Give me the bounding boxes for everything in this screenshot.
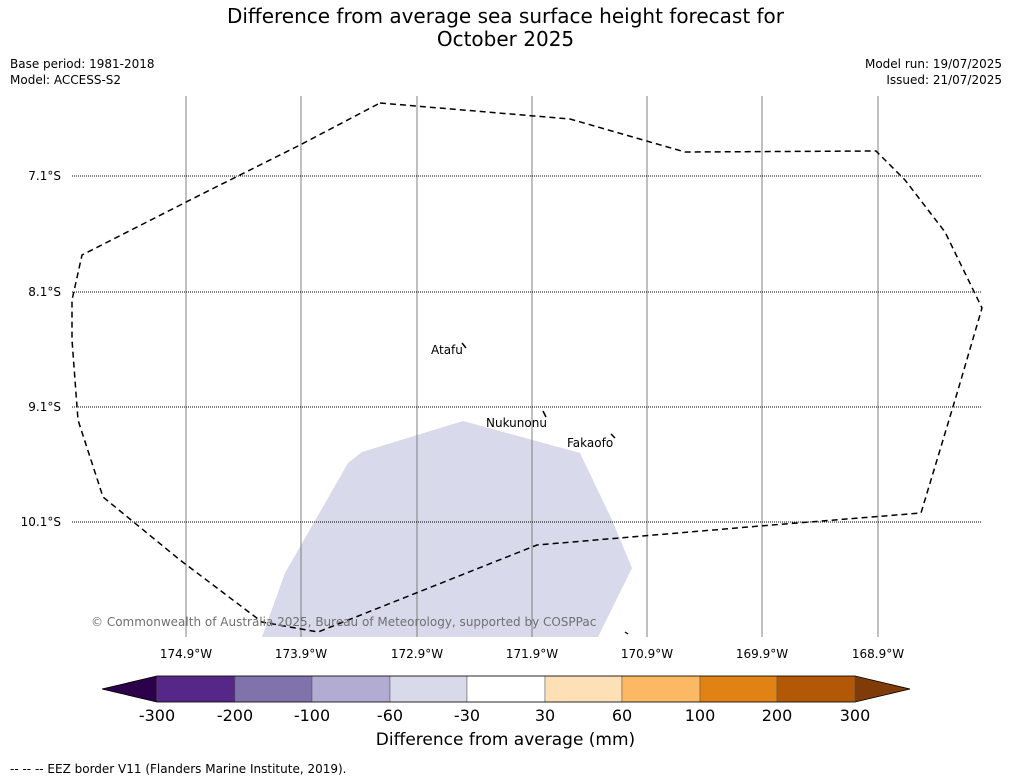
- colorbar-tick-label: 300: [840, 706, 871, 725]
- colorbar-segment: [466, 675, 546, 703]
- title-line-1: Difference from average sea surface heig…: [226, 4, 785, 28]
- atafu-island-mark: [461, 342, 467, 349]
- lat-tick-label: 9.1°S: [28, 400, 61, 414]
- place-label-atafu: Atafu: [431, 343, 463, 357]
- colorbar-tick-label: -200: [217, 706, 253, 725]
- colorbar: [101, 675, 911, 703]
- lon-tick-label: 169.9°W: [736, 647, 788, 661]
- colorbar-tick-label: 60: [612, 706, 632, 725]
- colorbar-tick-label: -300: [139, 706, 175, 725]
- colorbar-segment: [699, 675, 778, 703]
- colorbar-tick-label: 100: [685, 706, 716, 725]
- eez-border: [71, 102, 983, 633]
- place-label-nukunonu: Nukunonu: [486, 416, 547, 430]
- colorbar-outline: [101, 675, 911, 703]
- colorbar-tick-label: 30: [535, 706, 555, 725]
- lat-tick-label: 10.1°S: [21, 515, 61, 529]
- title-line-2: October 2025: [436, 27, 575, 51]
- colorbar-tick-label: 200: [762, 706, 793, 725]
- model-name: Model: ACCESS-S2: [10, 73, 122, 87]
- colorbar-tick-label: -60: [377, 706, 403, 725]
- colorbar-low-extend: [101, 675, 158, 703]
- lon-tick-label: 172.9°W: [391, 647, 443, 661]
- small-island-mark: [624, 631, 629, 635]
- lon-tick-label: 168.9°W: [852, 647, 904, 661]
- anomaly-region: [262, 421, 632, 637]
- base-period: Base period: 1981-2018: [10, 57, 155, 71]
- fakaofo-island-mark: [610, 433, 616, 439]
- colorbar-tick-label: -30: [454, 706, 480, 725]
- colorbar-segment: [156, 675, 236, 703]
- model-run: Model run: 19/07/2025: [864, 57, 1002, 71]
- colorbar-label: Difference from average (mm): [375, 730, 636, 750]
- colorbar-ticks: -300 -200 -100 -60 -30 30 60 100 200 300: [139, 706, 870, 725]
- colorbar-high-extend: [854, 675, 911, 703]
- colorbar-segment: [776, 675, 856, 703]
- parallel-lines: [72, 175, 982, 523]
- lat-tick-label: 8.1°S: [28, 285, 61, 299]
- colorbar-segment: [234, 675, 313, 703]
- meta-left: Base period: 1981-2018 Model: ACCESS-S2: [10, 56, 155, 88]
- colorbar-segment: [311, 675, 391, 703]
- lon-tick-label: 173.9°W: [275, 647, 327, 661]
- eez-legend-note: -- -- -- EEZ border V11 (Flanders Marine…: [10, 762, 347, 776]
- colorbar-segment: [544, 675, 623, 703]
- colorbar-segment: [621, 675, 701, 703]
- colorbar-tick-label: -100: [294, 706, 330, 725]
- lon-tick-label: 170.9°W: [621, 647, 673, 661]
- place-label-fakaofo: Fakaofo: [567, 436, 613, 450]
- lon-tick-label: 171.9°W: [506, 647, 558, 661]
- copyright-notice: © Commonwealth of Australia 2025, Bureau…: [91, 615, 596, 629]
- nukunonu-island-mark: [542, 410, 547, 418]
- lon-tick-label: 174.9°W: [160, 647, 212, 661]
- lat-tick-label: 7.1°S: [28, 169, 61, 183]
- meridian-lines: [185, 96, 879, 637]
- meta-right: Model run: 19/07/2025 Issued: 21/07/2025: [865, 56, 1002, 88]
- chart-title: Difference from average sea surface heig…: [0, 5, 1011, 51]
- colorbar-segment: [389, 675, 468, 703]
- issued-date: Issued: 21/07/2025: [886, 73, 1002, 87]
